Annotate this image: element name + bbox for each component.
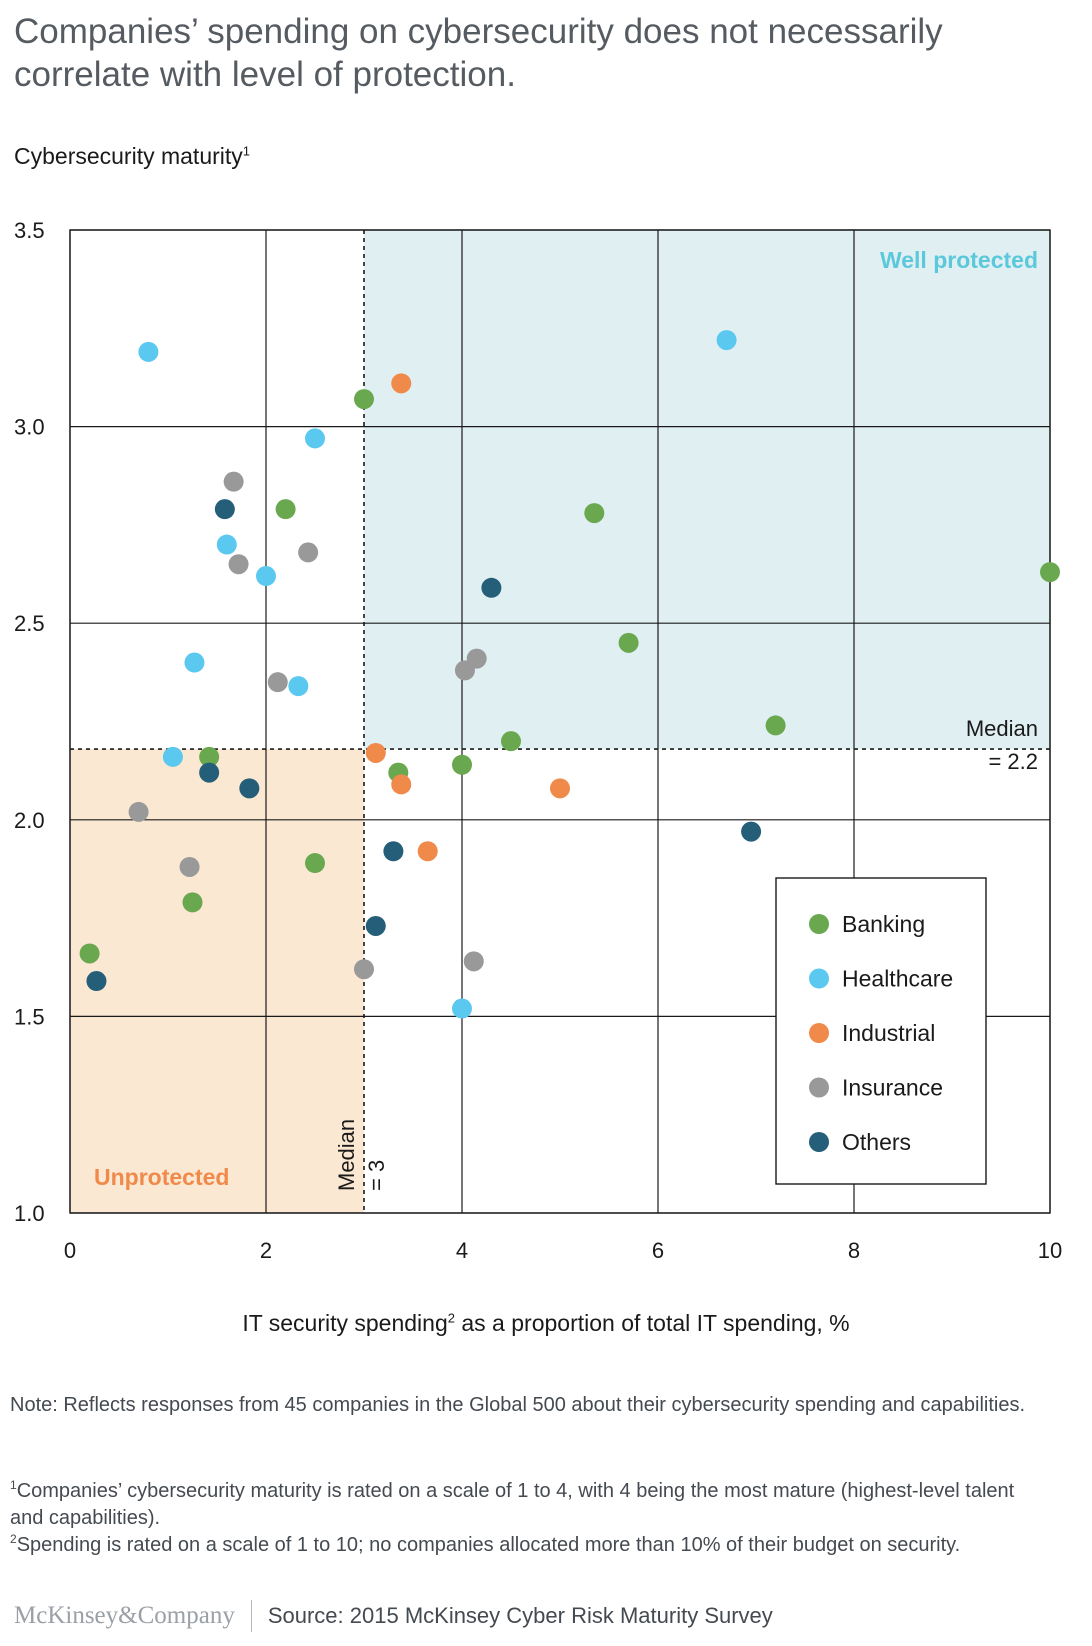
data-point-insurance (228, 554, 249, 575)
data-point-banking (199, 746, 220, 767)
data-points (79, 330, 1060, 1019)
data-point-healthcare (305, 428, 325, 449)
median-y-label-line1: Median (966, 716, 1038, 741)
y-tick-label: 3.5 (14, 218, 45, 243)
y-axis-label-footnote-marker: 1 (242, 143, 251, 159)
data-point-industrial (391, 774, 412, 795)
x-tick-label: 10 (1038, 1238, 1062, 1263)
y-tick-label: 2.5 (14, 611, 45, 636)
legend-label-others: Others (842, 1129, 911, 1155)
data-point-others (481, 577, 502, 598)
data-point-healthcare (138, 341, 159, 362)
footnote-2-text: Spending is rated on a scale of 1 to 10;… (16, 1534, 961, 1556)
footer: McKinsey&Company Source: 2015 McKinsey C… (14, 1596, 773, 1636)
legend-swatch-industrial (809, 1023, 829, 1043)
data-point-insurance (267, 672, 288, 693)
y-tick-label: 2.0 (14, 808, 45, 833)
x-tick-label: 4 (456, 1238, 468, 1263)
footnote-2: 2Spending is rated on a scale of 1 to 10… (10, 1532, 1030, 1559)
data-point-insurance (463, 951, 484, 972)
region-label: Unprotected (94, 1164, 229, 1190)
region-label: Well protected (880, 247, 1038, 273)
footnote-1-marker: 1 (10, 1478, 17, 1492)
data-point-banking (354, 389, 374, 410)
data-point-healthcare (184, 652, 205, 673)
chart-title: Companies’ spending on cybersecurity doe… (14, 12, 943, 94)
note: Note: Reflects responses from 45 compani… (10, 1394, 1026, 1416)
legend-swatch-others (809, 1132, 829, 1152)
y-tick-label: 1.5 (14, 1004, 45, 1029)
y-tick-label: 3.0 (14, 415, 45, 440)
data-point-insurance (179, 856, 200, 877)
data-point-insurance (298, 542, 319, 563)
data-point-healthcare (162, 746, 183, 767)
data-point-healthcare (216, 534, 237, 555)
y-axis-label: Cybersecurity maturity1 (14, 143, 250, 170)
data-point-healthcare (256, 566, 276, 587)
data-point-banking (584, 503, 605, 524)
x-tick-label: 8 (848, 1238, 860, 1263)
mckinsey-logo: McKinsey&Company (14, 1602, 235, 1629)
x-tick-label: 6 (652, 1238, 664, 1263)
data-point-banking (182, 892, 203, 913)
data-point-industrial (550, 778, 570, 799)
legend-swatch-insurance (809, 1077, 829, 1098)
data-point-banking (501, 731, 521, 752)
data-point-insurance (223, 471, 244, 492)
data-point-others (199, 762, 220, 783)
plot-frame (69, 229, 1051, 1214)
tick-labels: 0 2 4 6 8 10 1.0 1.5 2.0 2.5 3.0 3.5 (14, 218, 1062, 1263)
data-point-industrial (365, 742, 386, 763)
data-point-banking (618, 632, 639, 653)
legend-label-insurance: Insurance (842, 1075, 943, 1101)
data-point-banking (275, 499, 296, 520)
data-point-others (365, 915, 386, 936)
x-axis-label-footnote-marker: 2 (447, 1310, 455, 1326)
scatter-chart: Well protected Unprotected Median = 2.2 Med… (14, 218, 1062, 1263)
legend-label-banking: Banking (842, 911, 925, 937)
data-point-industrial (391, 373, 412, 394)
data-point-healthcare (288, 676, 309, 697)
footnote-2-marker: 2 (10, 1532, 17, 1546)
median-y-label-line2: = 2.2 (988, 749, 1038, 774)
y-axis-label-text: Cybersecurity maturity (14, 143, 243, 169)
legend-label-industrial: Industrial (842, 1020, 935, 1046)
data-point-others (86, 971, 107, 992)
data-point-insurance (354, 959, 374, 980)
x-tick-label: 2 (260, 1238, 272, 1263)
x-axis-label-post: as a proportion of total IT spending, % (454, 1310, 850, 1336)
legend-swatch-banking (809, 914, 829, 934)
median-x-label-line2: = 3 (364, 1160, 389, 1191)
legend-swatch-healthcare (809, 968, 829, 989)
data-point-insurance (466, 648, 487, 669)
data-point-banking (765, 715, 786, 736)
legend: Banking Healthcare Industrial Insurance Othe… (775, 877, 987, 1185)
footnote-1-text: Companies’ cybersecurity maturity is rat… (10, 1480, 1015, 1529)
source-text: Source: 2015 McKinsey Cyber Risk Maturit… (267, 1603, 773, 1628)
footer-divider (250, 1600, 252, 1632)
data-point-others (214, 499, 235, 520)
x-tick-label: 0 (64, 1238, 76, 1263)
y-tick-label: 1.0 (14, 1201, 45, 1226)
x-axis-label: IT security spending2 as a proportion of… (0, 1310, 1092, 1337)
region-unprotected (70, 749, 364, 1213)
data-point-insurance (128, 801, 149, 822)
legend-label-healthcare: Healthcare (842, 966, 953, 992)
median-x-label-line1: Median (334, 1119, 359, 1191)
x-axis-label-pre: IT security spending (242, 1310, 448, 1336)
data-point-industrial (417, 841, 438, 862)
data-point-banking (305, 853, 325, 874)
data-point-banking (79, 943, 100, 964)
data-point-banking (452, 754, 472, 775)
data-point-banking (1040, 562, 1060, 583)
data-point-healthcare (452, 998, 472, 1019)
data-point-others (239, 778, 260, 799)
footnote-1: 1Companies’ cybersecurity maturity is ra… (10, 1478, 1030, 1532)
data-point-others (383, 841, 404, 862)
data-point-healthcare (716, 330, 737, 351)
median-x-label: Median = 3 (334, 1119, 389, 1191)
data-point-others (741, 821, 762, 842)
